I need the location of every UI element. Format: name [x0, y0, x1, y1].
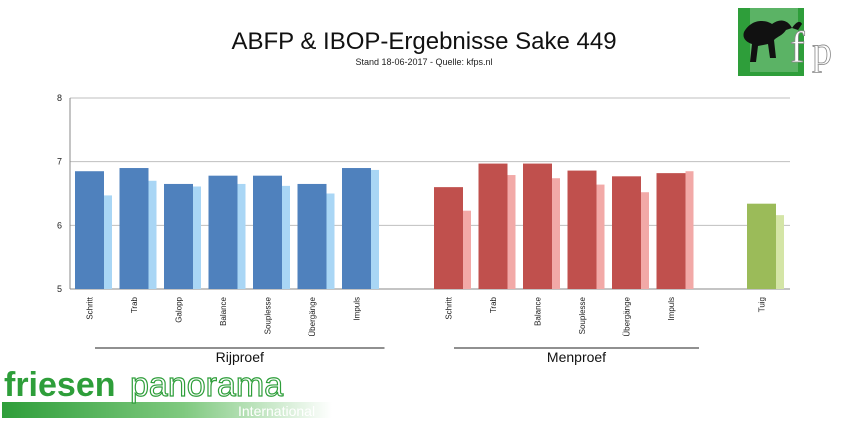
value-bar	[253, 175, 282, 289]
category-label: Impuls	[353, 297, 362, 321]
value-bar	[297, 183, 327, 289]
value-bar	[478, 163, 508, 289]
svg-text:f: f	[790, 23, 805, 72]
comparison-bar	[507, 175, 516, 289]
comparison-bar	[148, 180, 157, 289]
comparison-bar	[371, 169, 379, 289]
category-label: Trab	[489, 296, 498, 313]
comparison-bar	[282, 185, 290, 289]
group-label: Rijproef	[216, 349, 264, 365]
value-bar	[747, 203, 776, 289]
comparison-bar	[193, 186, 201, 289]
value-bar	[612, 176, 641, 289]
category-label: Impuls	[667, 297, 676, 321]
comparison-bar	[685, 171, 694, 289]
logo-text-international: International	[238, 403, 315, 419]
y-tick-label: 5	[57, 284, 62, 294]
category-label: Trab	[130, 296, 139, 313]
friesenpanorama-logo: friesen panorama International	[2, 365, 332, 419]
comparison-bar	[596, 184, 605, 289]
value-bar	[567, 170, 597, 289]
value-bar	[208, 175, 238, 289]
chart-subtitle: Stand 18-06-2017 - Quelle: kfps.nl	[355, 57, 493, 67]
logo-text-friesen: friesen	[4, 366, 116, 404]
y-tick-label: 7	[57, 157, 62, 167]
category-label: Schritt	[445, 296, 454, 319]
comparison-bar	[552, 178, 560, 289]
comparison-bar	[641, 192, 649, 289]
value-bar	[119, 168, 149, 289]
category-label: Übergänge	[308, 296, 317, 336]
category-label: Schritt	[86, 296, 95, 319]
category-label: Balance	[534, 296, 543, 325]
category-label: Tuig	[758, 297, 767, 312]
value-bar	[342, 168, 371, 289]
category-label: Balance	[219, 296, 228, 325]
y-tick-label: 6	[57, 220, 62, 230]
comparison-bar	[104, 195, 112, 289]
category-label: Übergänge	[623, 296, 632, 336]
svg-text:p: p	[812, 28, 832, 73]
value-bar	[656, 173, 686, 289]
kfps-logo: f p	[738, 8, 832, 76]
value-bar	[434, 187, 463, 289]
comparison-bar	[326, 193, 335, 289]
comparison-bar	[463, 210, 471, 289]
value-bar	[523, 163, 552, 289]
value-bar	[164, 183, 193, 289]
category-label: Souplesse	[264, 296, 273, 334]
category-label: Souplesse	[578, 296, 587, 334]
category-label: Galopp	[175, 296, 184, 322]
y-tick-label: 8	[57, 93, 62, 103]
chart-title: ABFP & IBOP-Ergebnisse Sake 449	[231, 28, 617, 55]
comparison-bar	[776, 215, 784, 289]
group-label: Menproef	[547, 349, 606, 365]
comparison-bar	[237, 183, 246, 289]
logo-text-panorama: panorama	[130, 366, 283, 404]
value-bar	[75, 171, 104, 289]
